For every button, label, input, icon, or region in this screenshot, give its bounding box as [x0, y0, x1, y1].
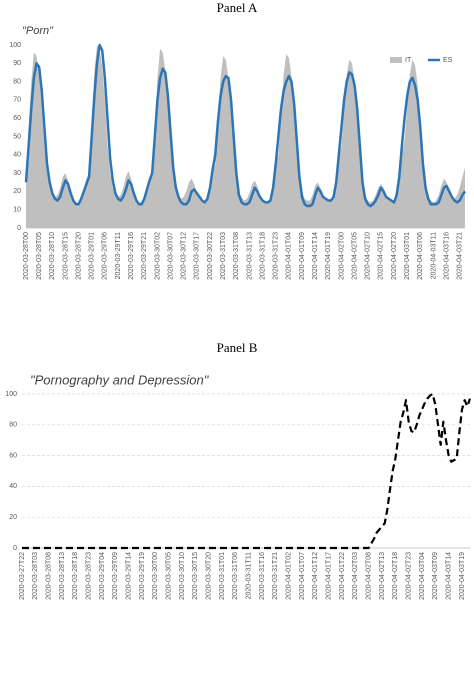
x-tick-label: 2020-03-30T05: [166, 552, 173, 600]
y-tick-label: 20: [9, 514, 17, 521]
x-tick-label: 2020-03-31T11: [246, 552, 253, 599]
x-tick-label: 2020-03-31T08: [233, 232, 240, 280]
x-tick-label: 2020-04-02T08: [366, 552, 373, 600]
x-tick-label: 2020-03-29T16: [128, 232, 135, 280]
x-tick-label: 2020-03-29T21: [141, 232, 148, 280]
x-tick-label: 2020-04-01T09: [299, 232, 306, 280]
x-tick-label: 2020-03-31T21: [272, 552, 279, 600]
chart-subtitle: "Pornography and Depression": [30, 372, 210, 387]
x-tick-label: 2020-04-02T15: [378, 232, 385, 280]
x-tick-label: 2020-04-02T10: [365, 232, 372, 280]
x-tick-label: 2020-03-29T14: [126, 552, 133, 600]
x-tick-label: 2020-03-30T17: [194, 232, 201, 280]
legend-label: IT: [405, 57, 412, 64]
x-tick-label: 2020-04-03T11: [430, 232, 437, 279]
line: [24, 43, 467, 208]
x-tick-label: 2020-03-31T23: [273, 232, 280, 280]
y-tick-label: 40: [9, 483, 17, 490]
x-tick-label: 2020-04-01T17: [326, 552, 333, 600]
x-tick-label: 2020-04-01T02: [286, 552, 293, 600]
legend-label: ES: [443, 57, 453, 64]
y-tick-label: 50: [13, 133, 21, 140]
x-tick-label: 2020-03-27T22: [19, 552, 26, 600]
x-tick-label: 2020-03-28T23: [86, 552, 93, 600]
x-tick-label: 2020-03-28T00: [23, 232, 30, 280]
x-tick-label: 2020-03-30T15: [192, 552, 199, 600]
x-tick-label: 2020-04-01T04: [286, 232, 293, 280]
x-tick-label: 2020-03-28T05: [36, 232, 43, 280]
y-tick-label: 90: [13, 60, 21, 67]
x-tick-label: 2020-03-31T01: [219, 552, 226, 600]
x-tick-label: 2020-04-01T12: [312, 552, 319, 600]
x-tick-label: 2020-03-29T09: [112, 552, 119, 600]
y-tick-label: 20: [13, 188, 21, 195]
x-tick-label: 2020-03-30T10: [179, 552, 186, 600]
y-tick-label: 100: [9, 42, 21, 49]
x-tick-label: 2020-03-28T13: [59, 552, 66, 600]
x-tick-label: 2020-04-03T06: [417, 232, 424, 280]
x-tick-label: 2020-03-28T15: [62, 232, 69, 280]
x-tick-label: 2020-03-28T20: [75, 232, 82, 280]
x-tick-label: 2020-04-03T01: [404, 232, 411, 280]
x-tick-label: 2020-03-31T13: [246, 232, 253, 280]
x-tick-label: 2020-03-30T20: [206, 552, 213, 600]
x-tick-label: 2020-03-31T06: [232, 552, 239, 600]
y-tick-label: 100: [5, 391, 17, 398]
x-tick-label: 2020-04-01T07: [299, 552, 306, 600]
chart-subtitle: "Porn": [22, 25, 54, 37]
x-tick-label: 2020-04-03T09: [432, 552, 439, 600]
y-tick-label: 10: [13, 207, 21, 214]
y-tick-label: 40: [13, 152, 21, 159]
x-tick-label: 2020-03-30T12: [181, 232, 188, 280]
x-tick-label: 2020-03-30T02: [154, 232, 161, 280]
x-tick-label: 2020-04-01T22: [339, 552, 346, 600]
x-tick-label: 2020-04-02T20: [391, 232, 398, 280]
x-tick-label: 2020-04-03T14: [446, 552, 453, 600]
x-tick-label: 2020-03-29T06: [102, 232, 109, 280]
panel-title: Panel B: [217, 340, 258, 355]
x-tick-label: 2020-03-31T03: [220, 232, 227, 280]
x-tick-label: 2020-04-03T21: [457, 232, 464, 280]
x-tick-label: 2020-03-28T18: [72, 552, 79, 600]
x-tick-label: 2020-04-03T16: [443, 232, 450, 280]
x-tick-label: 2020-04-02T13: [379, 552, 386, 600]
x-tick-label: 2020-04-02T00: [338, 232, 345, 280]
x-tick-label: 2020-03-30T00: [152, 552, 159, 600]
x-tick-label: 2020-04-02T18: [392, 552, 399, 600]
x-tick-label: 2020-04-02T03: [352, 552, 359, 600]
x-tick-label: 2020-03-28T10: [49, 232, 56, 280]
x-tick-label: 2020-04-02T23: [406, 552, 413, 600]
x-tick-label: 2020-04-02T05: [351, 232, 358, 280]
x-tick-label: 2020-03-31T18: [259, 232, 266, 280]
y-tick-label: 60: [13, 115, 21, 122]
y-tick-label: 70: [13, 97, 21, 104]
x-tick-label: 2020-03-28T03: [32, 552, 39, 600]
x-tick-label: 2020-03-30T07: [167, 232, 174, 280]
x-tick-label: 2020-03-30T22: [207, 232, 214, 280]
x-tick-label: 2020-03-29T01: [89, 232, 96, 280]
y-tick-label: 0: [17, 225, 21, 232]
y-tick-label: 30: [13, 170, 21, 177]
legend-swatch: [390, 57, 402, 63]
x-tick-label: 2020-04-03T04: [419, 552, 426, 600]
x-tick-label: 2020-03-29T19: [139, 552, 146, 600]
y-tick-label: 80: [13, 78, 21, 85]
line: [22, 392, 472, 550]
x-tick-label: 2020-04-01T14: [312, 232, 319, 280]
x-tick-label: 2020-03-31T16: [259, 552, 266, 600]
x-tick-label: 2020-04-03T19: [459, 552, 466, 600]
x-tick-label: 2020-03-29T11: [115, 232, 122, 279]
x-tick-label: 2020-04-01T19: [325, 232, 332, 280]
x-tick-label: 2020-03-29T04: [99, 552, 106, 600]
x-tick-label: 2020-03-28T08: [46, 552, 53, 600]
y-tick-label: 0: [13, 545, 17, 552]
y-tick-label: 60: [9, 452, 17, 459]
y-tick-label: 80: [9, 422, 17, 429]
panel-title: Panel A: [217, 0, 258, 15]
